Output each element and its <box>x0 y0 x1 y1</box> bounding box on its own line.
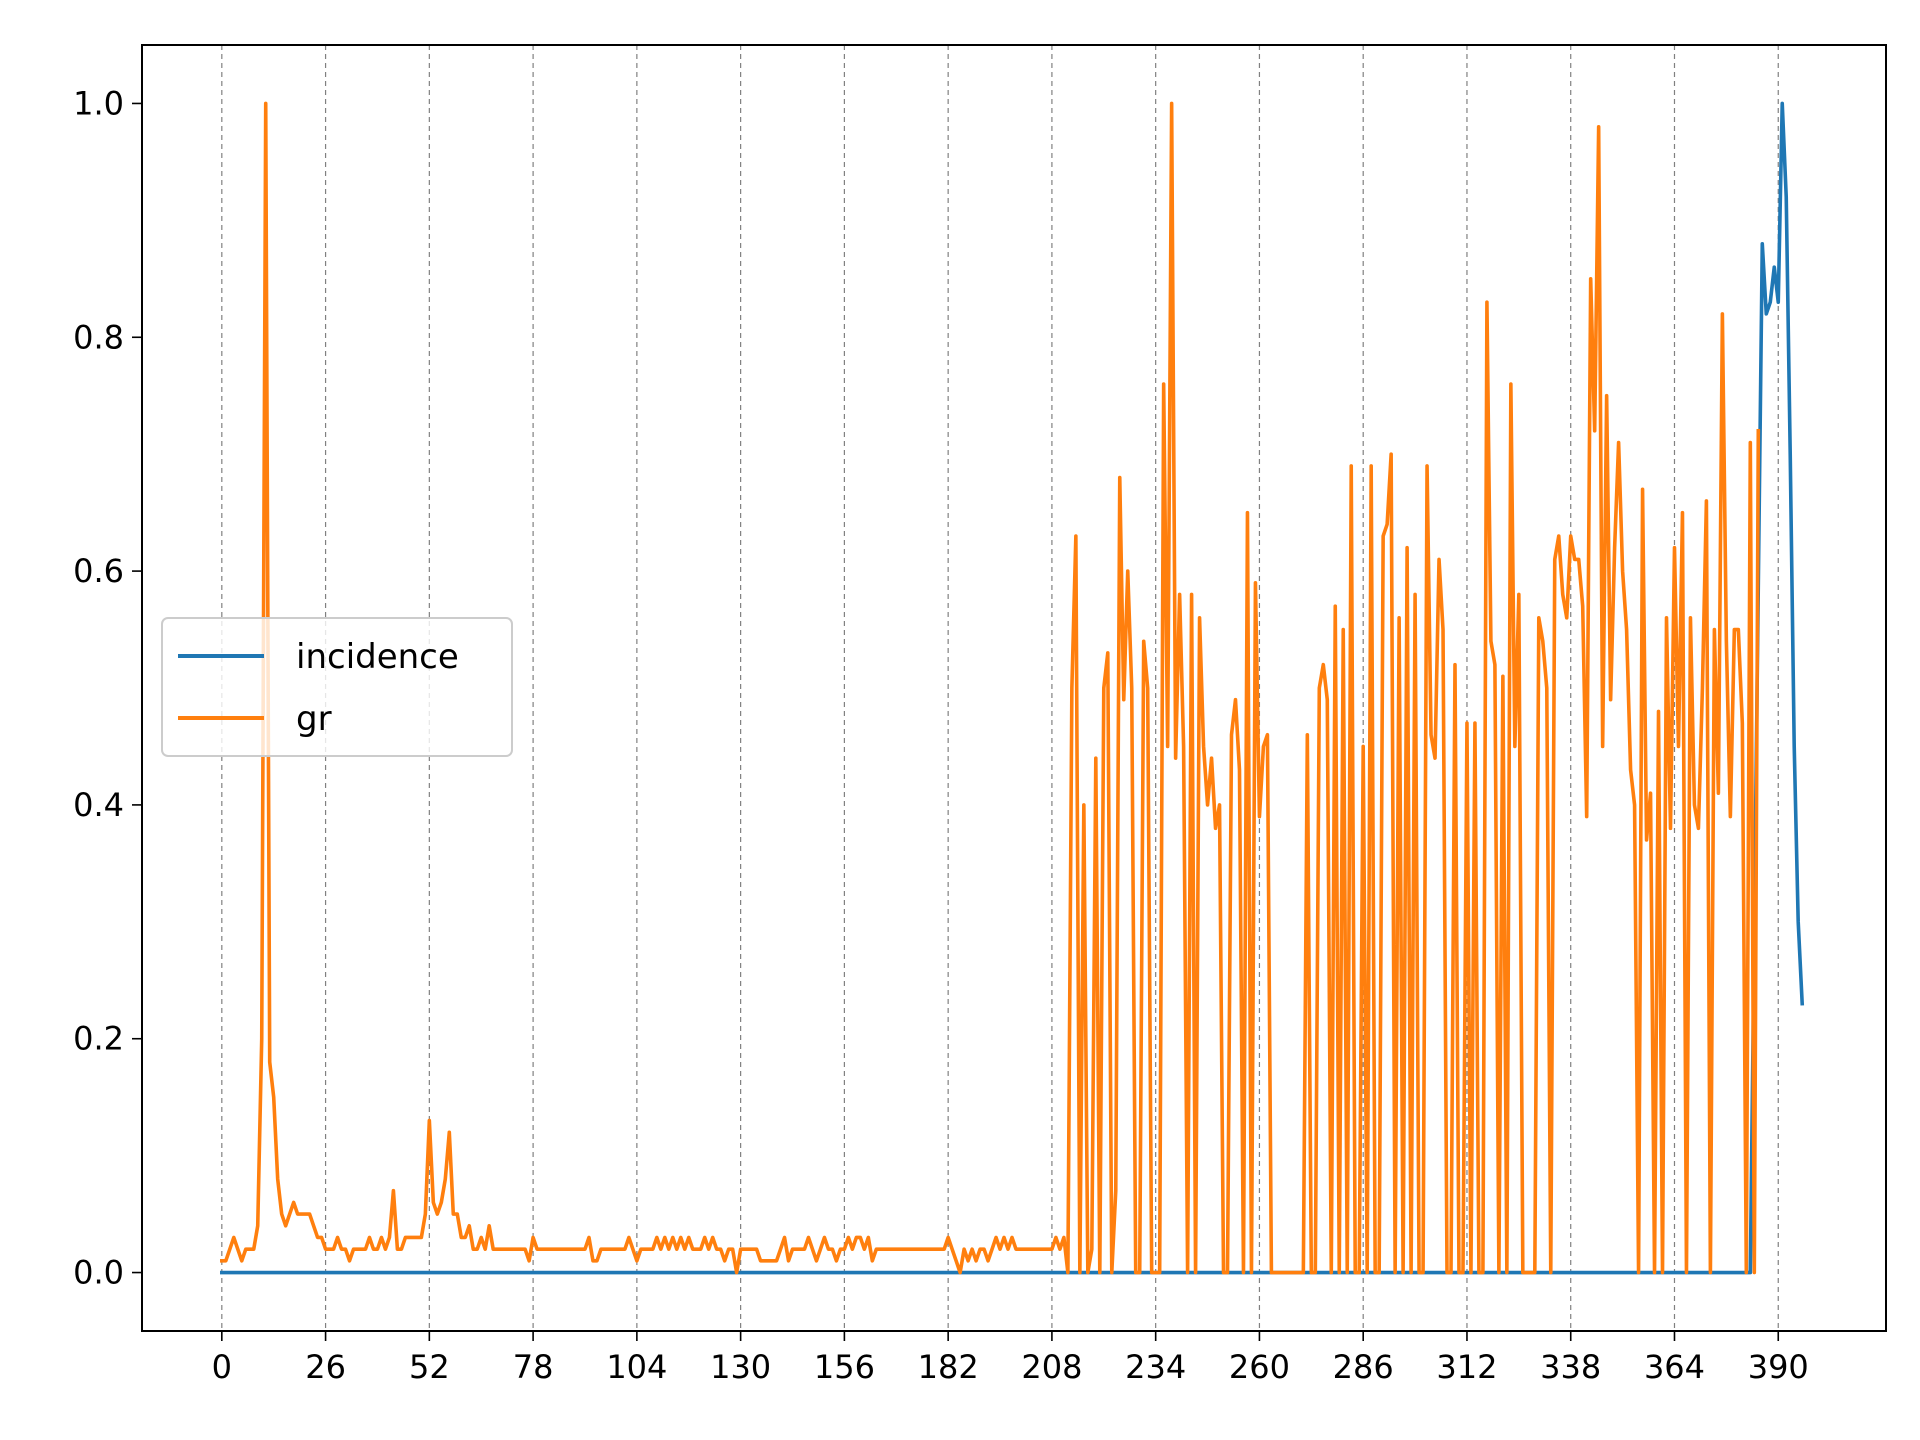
legend-frame <box>161 617 513 757</box>
legend-label-gr: gr <box>296 699 332 739</box>
y-tick-label: 0.4 <box>73 786 124 824</box>
y-tick-label: 0.8 <box>73 318 124 356</box>
x-tick-label: 78 <box>513 1348 554 1386</box>
x-tick-label: 0 <box>212 1348 232 1386</box>
x-tick-label: 286 <box>1333 1348 1394 1386</box>
y-tick-label: 0.6 <box>73 552 124 590</box>
x-tick-label: 208 <box>1021 1348 1082 1386</box>
legend-label-incidence: incidence <box>296 637 459 677</box>
x-tick-label: 26 <box>305 1348 346 1386</box>
y-axis: 0.0 0.2 0.4 0.6 0.8 1.0 <box>73 84 142 1292</box>
x-tick-label: 52 <box>409 1348 450 1386</box>
y-tick-label: 0.2 <box>73 1020 124 1058</box>
x-tick-label: 364 <box>1644 1348 1705 1386</box>
series-line-incidence <box>220 101 1805 1275</box>
x-tick-label: 130 <box>710 1348 771 1386</box>
x-tick-label: 338 <box>1540 1348 1601 1386</box>
series-line-gr <box>220 101 1761 1275</box>
y-tick-label: 1.0 <box>73 84 124 122</box>
x-tick-label: 156 <box>814 1348 875 1386</box>
x-tick-label: 104 <box>606 1348 667 1386</box>
series-lines <box>220 101 1805 1275</box>
plot-frame <box>141 44 1887 1332</box>
x-tick-label: 260 <box>1229 1348 1290 1386</box>
x-tick-label: 312 <box>1436 1348 1497 1386</box>
x-axis: 0 26 52 78 104 130 156 182 208 234 260 286 312 338 364… <box>212 1331 1809 1386</box>
legend: incidence gr <box>161 617 513 757</box>
y-tick-label: 0.0 <box>73 1254 124 1292</box>
x-tick-label: 390 <box>1748 1348 1809 1386</box>
x-tick-label: 182 <box>918 1348 979 1386</box>
x-tick-label: 234 <box>1125 1348 1186 1386</box>
